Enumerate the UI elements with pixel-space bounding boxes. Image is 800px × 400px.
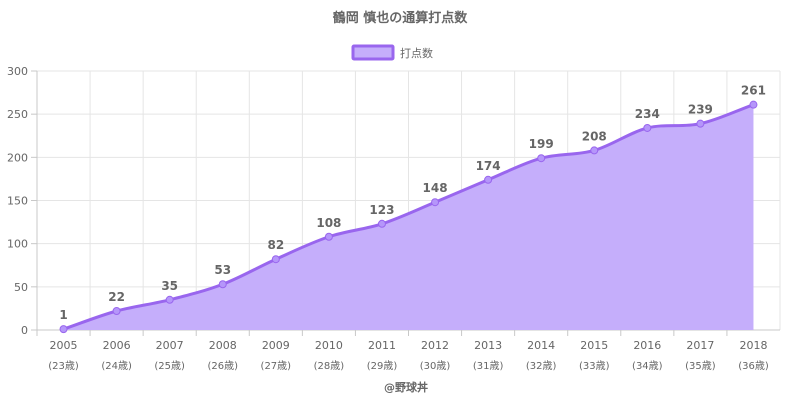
data-label: 208 xyxy=(582,129,607,143)
x-tick-sublabel: (31歳) xyxy=(473,360,504,372)
data-point[interactable] xyxy=(590,146,599,155)
series-area xyxy=(63,104,754,330)
x-tick-sublabel: (32歳) xyxy=(526,360,557,372)
data-label: 22 xyxy=(108,290,125,304)
data-label: 123 xyxy=(369,203,394,217)
data-point[interactable] xyxy=(431,198,440,207)
x-tick-label: 2013 xyxy=(474,339,502,352)
x-tick-sublabel: (27歳) xyxy=(261,360,292,372)
x-tick-label: 2010 xyxy=(315,339,343,352)
x-tick-sublabel: (24歳) xyxy=(101,360,132,372)
x-tick-label: 2015 xyxy=(580,339,608,352)
data-point[interactable] xyxy=(643,123,652,132)
legend-swatch xyxy=(351,44,395,61)
x-tick-label: 2018 xyxy=(739,339,767,352)
x-tick-sublabel: (26歳) xyxy=(207,360,238,372)
x-tick-label: 2012 xyxy=(421,339,449,352)
data-label: 108 xyxy=(316,216,341,230)
data-label: 35 xyxy=(161,279,178,293)
y-tick-label: 200 xyxy=(7,151,28,164)
credit: @野球丼 xyxy=(384,380,428,394)
data-points xyxy=(59,100,758,334)
data-point[interactable] xyxy=(59,325,68,334)
y-tick-label: 150 xyxy=(7,195,28,208)
data-label: 82 xyxy=(267,238,284,252)
data-point[interactable] xyxy=(696,119,705,128)
x-tick-label: 2017 xyxy=(686,339,714,352)
data-point[interactable] xyxy=(218,280,227,289)
series-line xyxy=(63,103,754,331)
data-label: 148 xyxy=(423,181,448,195)
data-label: 174 xyxy=(476,159,501,173)
x-tick-sublabel: (35歳) xyxy=(685,360,716,372)
y-tick-label: 50 xyxy=(14,281,28,294)
x-tick-sublabel: (33歳) xyxy=(579,360,610,372)
legend-label: 打点数 xyxy=(400,46,433,60)
data-label: 234 xyxy=(635,107,660,121)
chart-title: 鶴岡 慎也の通算打点数 xyxy=(333,10,469,26)
x-tick-label: 2006 xyxy=(103,339,131,352)
x-tick-label: 2016 xyxy=(633,339,661,352)
x-tick-sublabel: (23歳) xyxy=(48,360,79,372)
legend[interactable]: 打点数 xyxy=(351,44,433,61)
data-labels: 1 22 35 53 82 108 123 148 174 199 208 234 239 261 xyxy=(59,84,766,322)
data-point[interactable] xyxy=(165,295,174,304)
data-point[interactable] xyxy=(324,232,333,241)
x-tick-sublabel: (36歳) xyxy=(738,360,769,372)
data-label: 53 xyxy=(214,263,231,277)
x-tick-label: 2011 xyxy=(368,339,396,352)
data-point[interactable] xyxy=(377,219,386,228)
x-tick-sublabel: (29歳) xyxy=(367,360,398,372)
x-tick-label: 2007 xyxy=(156,339,184,352)
x-tick-sublabel: (30歳) xyxy=(420,360,451,372)
x-tick-label: 2009 xyxy=(262,339,290,352)
x-tick-label: 2014 xyxy=(527,339,555,352)
data-point[interactable] xyxy=(749,100,758,109)
x-axis: 2005 (23歳) 2006 (24歳) 2007 (25歳) 2008 (26歳) 2009… xyxy=(36,329,780,372)
y-tick-label: 250 xyxy=(7,108,28,121)
data-point[interactable] xyxy=(484,175,493,184)
x-tick-sublabel: (28歳) xyxy=(314,360,345,372)
data-label: 199 xyxy=(529,137,554,151)
x-tick-sublabel: (25歳) xyxy=(154,360,185,372)
y-axis: 0 50 100 150 200 250 300 xyxy=(7,65,38,337)
data-label: 1 xyxy=(59,308,67,322)
x-tick-label: 2008 xyxy=(209,339,237,352)
x-tick-sublabel: (34歳) xyxy=(632,360,663,372)
data-label: 239 xyxy=(688,103,713,117)
x-tick-label: 2005 xyxy=(50,339,78,352)
data-point[interactable] xyxy=(271,255,280,264)
data-label: 261 xyxy=(741,84,766,98)
y-tick-label: 100 xyxy=(7,238,28,251)
data-point[interactable] xyxy=(112,307,121,316)
y-tick-label: 300 xyxy=(7,65,28,78)
data-point[interactable] xyxy=(537,154,546,163)
y-tick-label: 0 xyxy=(21,324,28,337)
